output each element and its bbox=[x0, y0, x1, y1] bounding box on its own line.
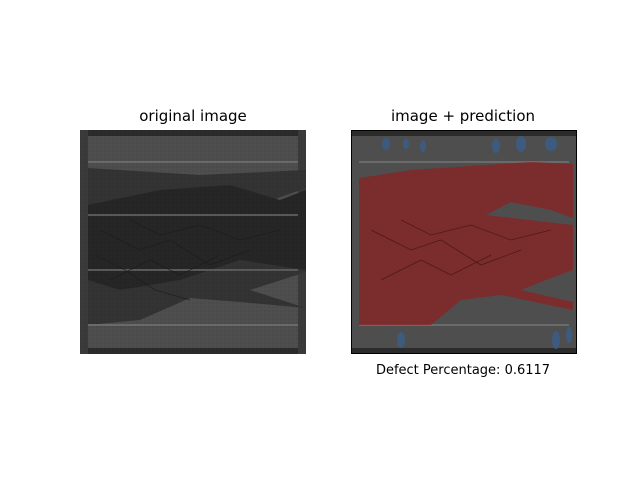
minor-defect-overlay bbox=[382, 136, 572, 349]
prediction-overlay-image bbox=[351, 130, 577, 354]
defect-percentage-caption: Defect Percentage: 0.6117 bbox=[333, 363, 593, 378]
defect-region-overlay bbox=[359, 162, 573, 325]
defect-percentage-value: 0.6117 bbox=[504, 363, 551, 378]
prediction-image-title: image + prediction bbox=[390, 107, 536, 125]
original-image-title: original image bbox=[139, 107, 247, 125]
defect-percentage-label: Defect Percentage: bbox=[375, 363, 501, 378]
original-solar-cell-image bbox=[80, 130, 306, 354]
